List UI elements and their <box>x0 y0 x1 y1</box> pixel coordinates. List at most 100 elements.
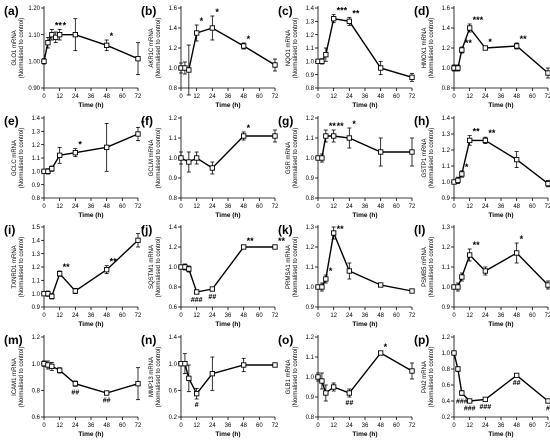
x-tick-label: 36 <box>225 423 232 429</box>
y-tick-label: 0.8 <box>442 86 451 92</box>
y-tick-label: 1.4 <box>32 239 41 245</box>
data-point <box>378 350 384 356</box>
significance-annotation: ** <box>520 34 528 44</box>
x-tick-label: 60 <box>119 423 126 429</box>
x-tick-label: 0 <box>452 204 456 210</box>
y-tick-label: 1.0 <box>442 351 451 357</box>
y-axis-label: MMP13 mRNA <box>149 357 155 397</box>
y-tick-label: 0.8 <box>306 196 315 202</box>
y-tick-label: 0.4 <box>442 399 451 405</box>
x-tick-label: 12 <box>56 204 63 210</box>
data-point <box>209 165 215 171</box>
y-tick-label: 1.0 <box>32 362 41 368</box>
panel-label: (e) <box>4 114 19 128</box>
y-tick-label: 1.20 <box>28 6 40 12</box>
x-tick-label: 24 <box>482 204 489 210</box>
y-axis-label: GCLM mRNA <box>149 140 155 177</box>
significance-annotation: * <box>78 140 82 150</box>
significance-annotation: ** <box>329 121 337 131</box>
data-point <box>57 367 63 373</box>
y-tick-label: 0.8 <box>32 196 41 202</box>
x-tick-label: 0 <box>42 423 46 429</box>
y-tick-label: 0.6 <box>442 383 451 389</box>
x-tick-label: 48 <box>240 204 247 210</box>
significance-annotation: *** <box>337 6 348 16</box>
y-axis-label: ICAM1 mRNA <box>12 358 18 396</box>
data-point <box>45 40 51 46</box>
x-tick-label: 72 <box>409 94 416 100</box>
data-point <box>459 274 465 280</box>
significance-annotation: * <box>247 123 251 133</box>
x-tick-label: 72 <box>545 313 550 319</box>
significance-annotation: * <box>520 234 524 244</box>
panel-g: (g) GSR mRNA (Normalised to control) 0.8 0.9… <box>278 114 416 219</box>
data-point <box>378 149 384 155</box>
data-point <box>104 267 110 273</box>
data-point <box>331 133 337 139</box>
x-tick-label: 36 <box>498 204 505 210</box>
x-tick-label: 36 <box>362 204 369 210</box>
x-tick-label: 72 <box>409 204 416 210</box>
data-point <box>378 65 384 71</box>
data-point <box>241 244 247 250</box>
y-tick-label: 1.3 <box>442 132 451 138</box>
y-tick-label: 1.0 <box>306 375 315 381</box>
data-point <box>315 374 321 380</box>
significance-annotation: *** <box>473 15 484 25</box>
data-point <box>72 288 78 294</box>
y-tick-label: 0.9 <box>32 183 41 189</box>
data-point <box>135 381 141 387</box>
data-point <box>49 32 55 38</box>
significance-annotation: ## <box>103 397 111 404</box>
series-line <box>318 135 412 159</box>
y-tick-label: 1.0 <box>306 60 315 66</box>
y-tick-label: 1.2 <box>169 116 178 122</box>
x-tick-label: 36 <box>225 94 232 100</box>
x-axis-label: Time (h) <box>78 321 103 328</box>
data-point <box>319 155 325 161</box>
data-point <box>409 74 415 80</box>
x-tick-label: 60 <box>529 204 536 210</box>
data-point <box>182 361 188 367</box>
x-tick-label: 12 <box>193 313 200 319</box>
y-tick-label: 1.0 <box>32 170 41 176</box>
series-line <box>44 133 139 173</box>
y-axis-unit-label: (Normalised to control) <box>156 18 162 79</box>
significance-annotation: ## <box>71 389 79 396</box>
data-point <box>331 230 337 236</box>
data-point <box>209 25 215 31</box>
panel-m: (m)ICAM1 mRNA (Normalised to control)0.60… <box>4 333 142 438</box>
x-tick-label: 48 <box>377 423 384 429</box>
panel-f: (f) GCLM mRNA (Normalised to control) 0.8 0.… <box>141 114 279 219</box>
significance-annotation: * <box>141 118 145 128</box>
x-axis-label: Time (h) <box>488 431 513 438</box>
y-axis-unit-label: (Normalised to control) <box>429 18 435 79</box>
panel-label: (p) <box>414 333 429 347</box>
data-point <box>467 25 473 31</box>
data-point <box>72 150 78 156</box>
y-tick-label: 0.8 <box>306 415 315 421</box>
x-tick-label: 48 <box>240 313 247 319</box>
x-tick-label: 72 <box>545 423 550 429</box>
series-line <box>454 26 549 74</box>
x-tick-label: 24 <box>72 204 79 210</box>
y-tick-label: 1.1 <box>306 265 315 271</box>
panel-o: (o) GLB1 mRNA (Normalised to control) 0.8 0.… <box>278 333 416 438</box>
data-point <box>346 268 352 274</box>
x-tick-label: 12 <box>330 204 337 210</box>
x-tick-label: 12 <box>56 313 63 319</box>
x-tick-label: 36 <box>362 94 369 100</box>
x-axis-label: Time (h) <box>352 321 377 328</box>
y-tick-label: 1.1 <box>306 136 315 142</box>
x-tick-label: 72 <box>135 423 142 429</box>
y-tick-label: 1.1 <box>169 136 178 142</box>
y-tick-label: 0.9 <box>306 395 315 401</box>
y-axis-unit-label: (Normalised to control) <box>293 18 299 79</box>
x-tick-label: 48 <box>513 94 520 100</box>
y-tick-label: 1.1 <box>32 279 41 285</box>
y-tick-label: 1.2 <box>442 245 451 251</box>
y-tick-label: 1.3 <box>306 225 315 231</box>
y-tick-label: 0.8 <box>442 367 451 373</box>
y-axis-unit-label: (Normalised to control) <box>293 237 299 298</box>
data-point <box>459 47 465 53</box>
